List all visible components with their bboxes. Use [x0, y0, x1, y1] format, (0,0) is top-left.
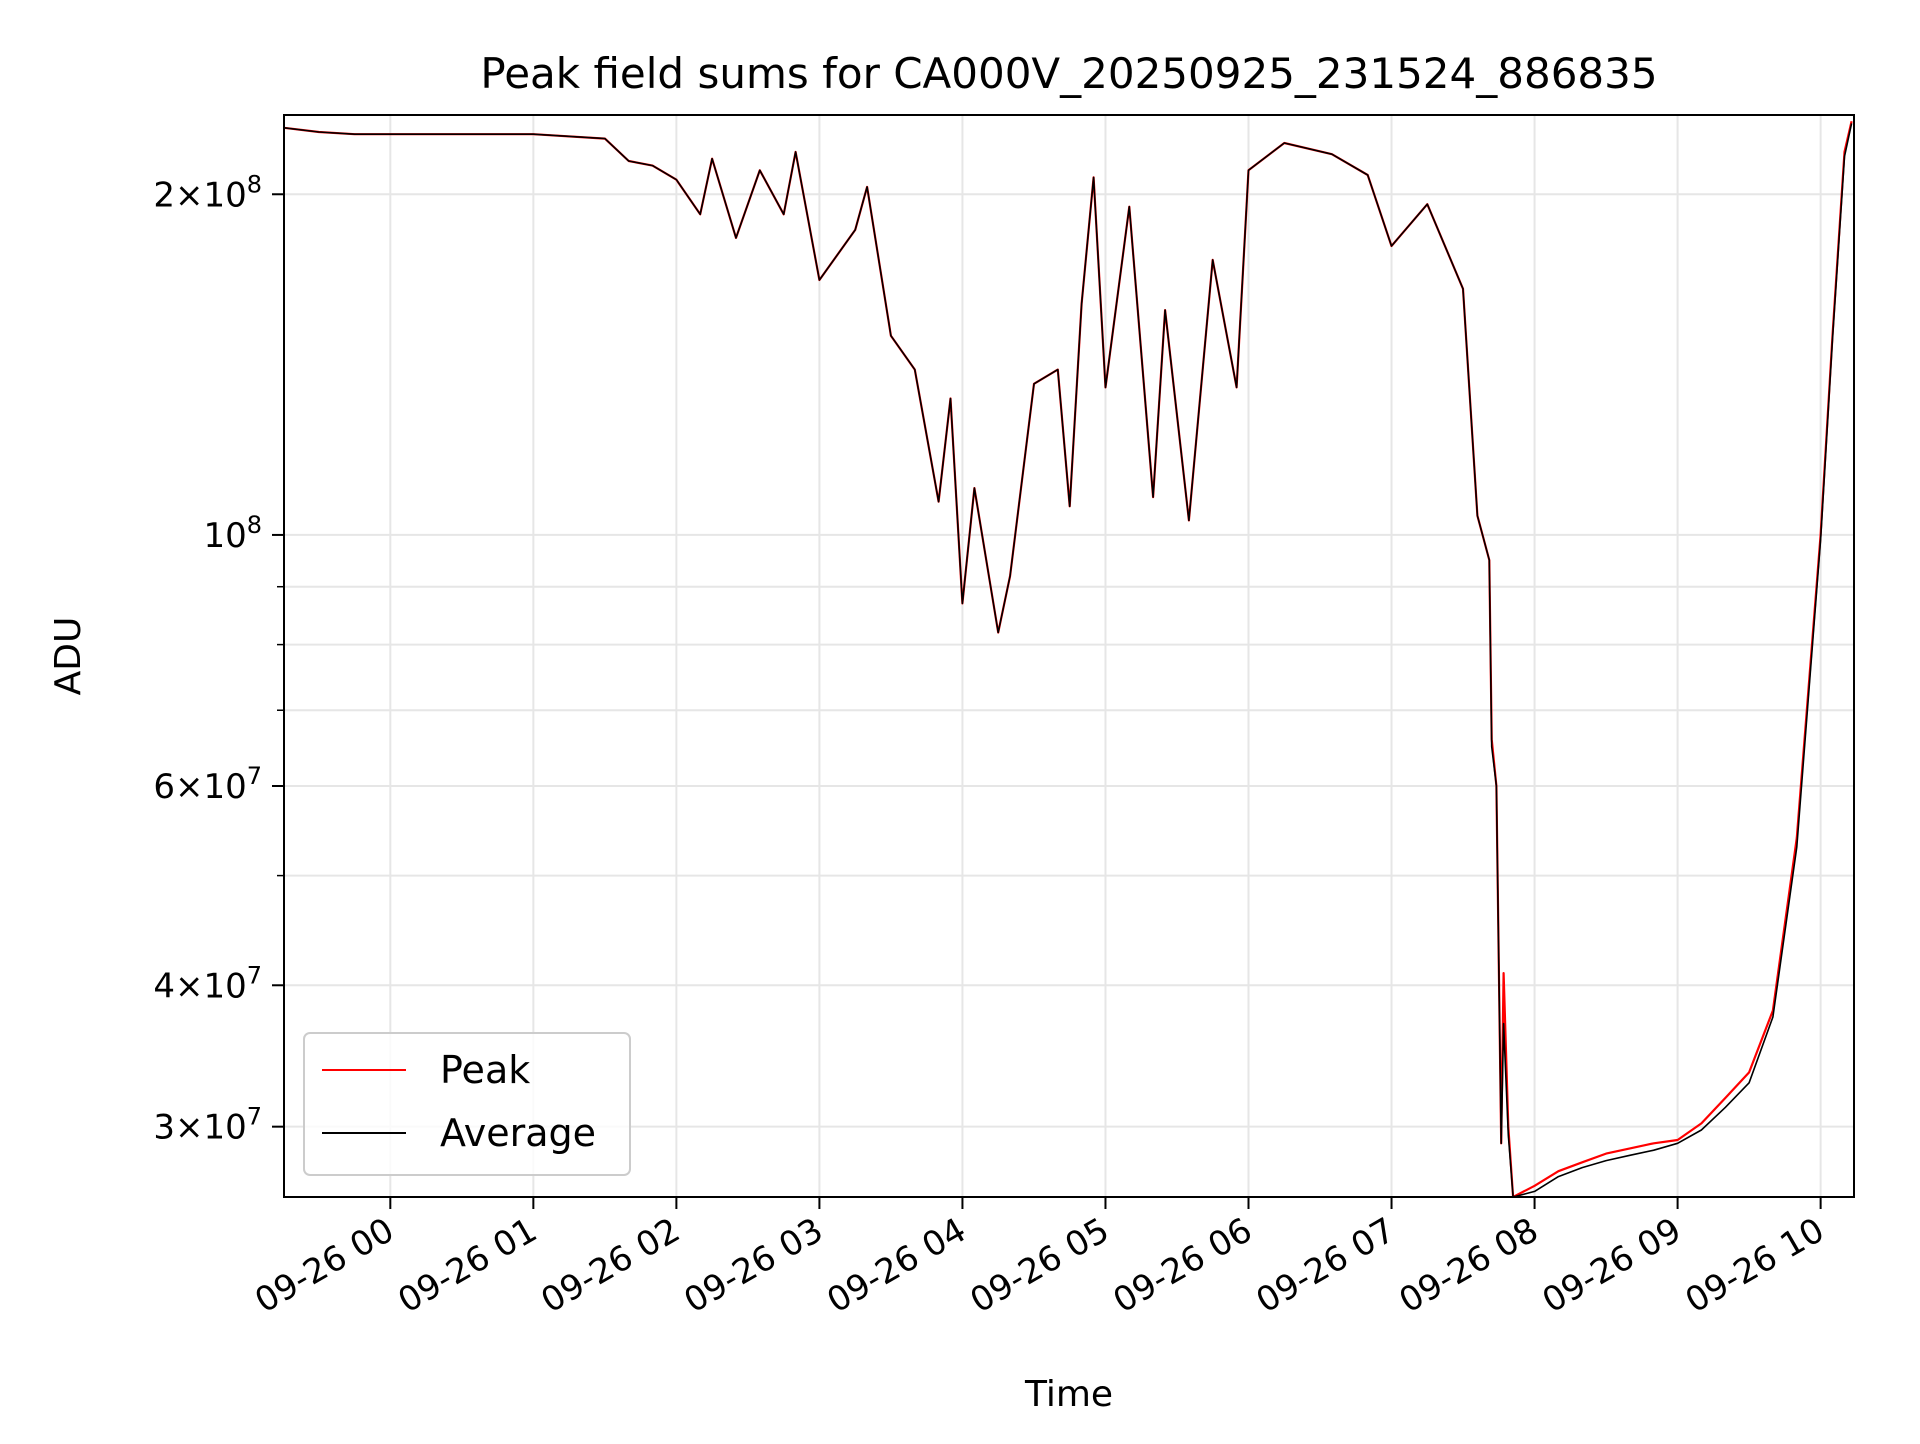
y-axis-ticks: 3×107 4×107 6×107 108 2×108	[153, 170, 284, 1148]
x-tick-label: 09-26 10	[1679, 1210, 1831, 1321]
x-tick-label: 09-26 04	[821, 1210, 973, 1321]
legend-label-peak: Peak	[440, 1048, 530, 1092]
legend: Peak Average	[303, 1032, 631, 1176]
x-tick-label: 09-26 02	[534, 1210, 686, 1321]
x-tick-label: 09-26 09	[1536, 1210, 1688, 1321]
x-tick-label: 09-26 08	[1393, 1210, 1545, 1321]
chart-title: Peak field sums for CA000V_20250925_2315…	[480, 49, 1657, 98]
series-line-average	[284, 123, 1853, 1197]
y-axis-title: ADU	[48, 617, 89, 696]
y-tick-label: 108	[203, 511, 262, 556]
x-tick-label: 09-26 07	[1250, 1210, 1402, 1321]
x-axis-title: Time	[1024, 1374, 1113, 1415]
plot-frame	[283, 114, 1855, 1198]
y-tick-label: 3×107	[153, 1103, 262, 1148]
y-tick-label: 6×107	[153, 762, 262, 807]
y-tick-label: 4×107	[153, 961, 262, 1006]
x-tick-label: 09-26 03	[678, 1210, 830, 1321]
y-tick-label: 2×108	[153, 170, 262, 215]
legend-box	[303, 1032, 631, 1176]
x-tick-label: 09-26 05	[964, 1210, 1116, 1321]
x-tick-label: 09-26 06	[1107, 1210, 1259, 1321]
legend-label-average: Average	[440, 1111, 596, 1155]
x-tick-label: 09-26 01	[391, 1210, 543, 1321]
series-lines	[284, 121, 1853, 1197]
x-tick-label: 09-26 00	[248, 1210, 400, 1321]
